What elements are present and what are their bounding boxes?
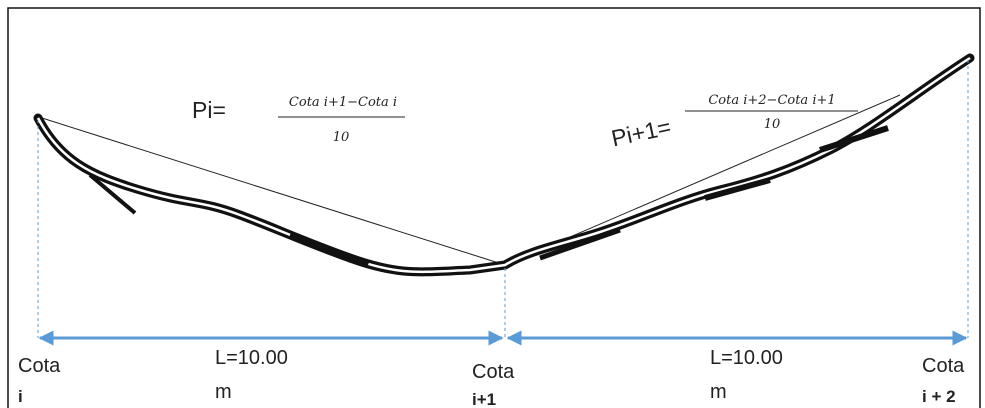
point-index: i + 2 (922, 387, 956, 406)
slope-line (41, 117, 506, 266)
formula-lhs: Pi= (192, 97, 226, 123)
formula-denominator: 10 (333, 130, 350, 145)
span-unit: m (710, 381, 727, 403)
formula-lhs: Pi+1= (609, 113, 673, 151)
formula-denominator: 10 (764, 117, 781, 132)
formula-numerator: Cota i+2−Cota i+1 (708, 93, 835, 108)
point-label: Cota (18, 355, 61, 377)
span-unit: m (215, 381, 232, 403)
guide-lines (37, 60, 969, 338)
terrain (33, 53, 975, 277)
point-label: Cota (472, 361, 515, 383)
span-length: L=10.00 (215, 347, 288, 369)
point-index: i (18, 387, 23, 406)
frame (7, 7, 981, 408)
span-length: L=10.00 (710, 347, 783, 369)
point-index: i+1 (472, 390, 496, 408)
formula-numerator: Cota i+1−Cota i (289, 95, 397, 110)
point-label: Cota (922, 355, 965, 377)
